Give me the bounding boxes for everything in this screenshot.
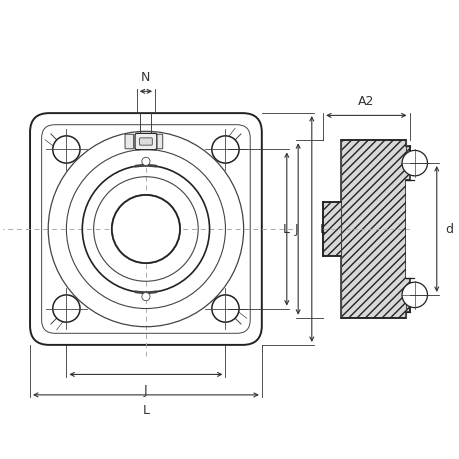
Text: L: L (282, 223, 289, 236)
FancyBboxPatch shape (139, 139, 152, 146)
Text: L: L (319, 223, 326, 236)
Text: A2: A2 (358, 95, 374, 108)
Text: J: J (294, 223, 298, 236)
Circle shape (112, 196, 179, 263)
Text: d: d (444, 223, 452, 236)
FancyBboxPatch shape (135, 134, 157, 151)
Text: J: J (144, 383, 147, 396)
Circle shape (211, 295, 239, 323)
Polygon shape (323, 141, 409, 318)
Text: N: N (141, 71, 150, 84)
Circle shape (401, 151, 426, 176)
Circle shape (211, 136, 239, 164)
Circle shape (141, 293, 150, 301)
Bar (405, 181, 414, 278)
FancyBboxPatch shape (30, 114, 261, 345)
FancyBboxPatch shape (125, 135, 134, 150)
Circle shape (53, 136, 80, 164)
Circle shape (53, 295, 80, 323)
Circle shape (401, 283, 426, 308)
FancyBboxPatch shape (154, 135, 162, 150)
Circle shape (141, 158, 150, 166)
Text: L: L (142, 403, 149, 416)
